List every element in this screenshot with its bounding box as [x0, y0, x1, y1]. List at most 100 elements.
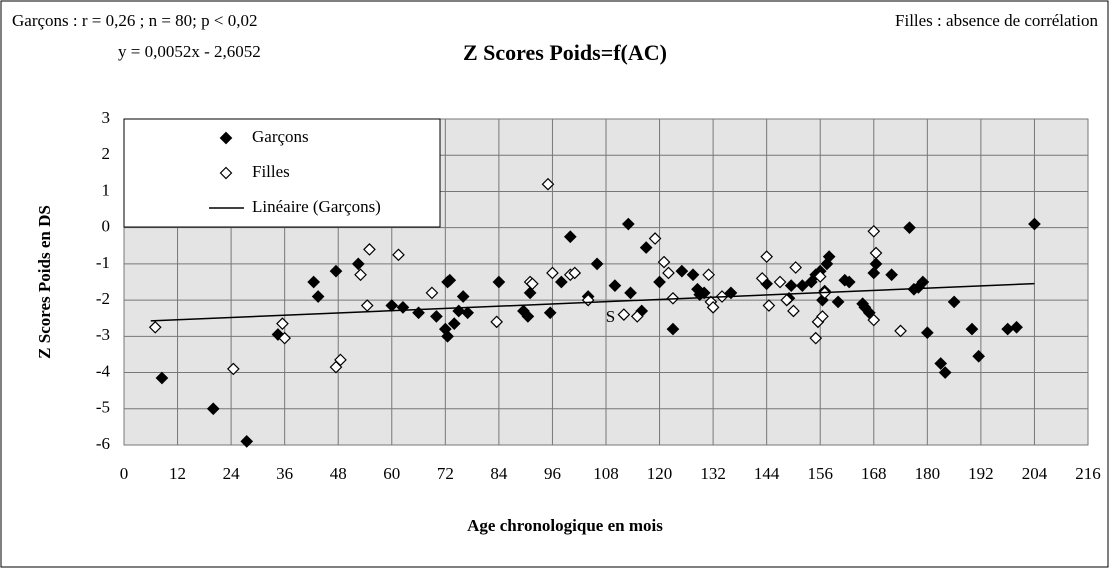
boy-point [920, 326, 934, 340]
y-tick-label: -5 [96, 398, 110, 417]
girl-point [809, 331, 823, 345]
girl-point [630, 310, 644, 323]
x-tick-label: 72 [437, 464, 454, 483]
girl-point [276, 317, 289, 331]
x-tick-label: 216 [1075, 464, 1101, 483]
boy-point [311, 290, 325, 303]
girl-point [617, 308, 631, 321]
boy-point [624, 286, 637, 300]
boy-point [934, 357, 948, 370]
x-tick-label: 0 [120, 464, 129, 483]
boy-point [441, 329, 454, 343]
girl-point [278, 331, 292, 345]
girl-point [760, 250, 774, 263]
y-tick-label: 2 [102, 144, 111, 163]
annotation: Filles : absence de corrélation [895, 11, 1098, 30]
legend-swatch [219, 131, 233, 145]
annotation: y = 0,0052x - 2,6052 [118, 42, 261, 61]
x-tick-label: 96 [544, 464, 561, 483]
boy-point [842, 275, 856, 289]
girl-point [354, 268, 367, 282]
boy-point [307, 275, 321, 289]
boy-point [447, 317, 461, 331]
y-tick-label: -1 [96, 253, 110, 272]
boy-point [206, 402, 220, 416]
boy-point [608, 279, 622, 292]
x-tick-label: 132 [700, 464, 726, 483]
girl-point [867, 224, 881, 238]
girl-point [541, 177, 555, 191]
boy-point [831, 295, 845, 309]
y-tick-label: 0 [102, 217, 111, 236]
boy-point [621, 217, 635, 231]
y-tick-label: -6 [96, 434, 110, 453]
girl-point [867, 313, 881, 327]
boy-point [555, 275, 568, 289]
girl-point [755, 272, 769, 285]
trend-line [150, 282, 1035, 322]
girl-point [762, 299, 776, 312]
boy-point [916, 275, 930, 289]
x-tick-label: 84 [490, 464, 508, 483]
legend-label: Filles [252, 162, 290, 181]
boy-point [675, 264, 689, 278]
boy-point [329, 264, 343, 278]
girl-point [363, 243, 376, 256]
boy-point [155, 371, 169, 385]
girl-point [773, 275, 787, 289]
boy-point [885, 268, 898, 282]
boy-point [653, 275, 666, 289]
boy-point [396, 301, 410, 314]
girl-point [869, 246, 883, 260]
boy-point [903, 221, 916, 235]
boy-point [666, 322, 680, 336]
boy-point [351, 257, 365, 271]
girl-point [568, 266, 582, 280]
x-tick-label: 24 [223, 464, 241, 483]
x-tick-label: 144 [754, 464, 780, 483]
x-tick-label: 48 [330, 464, 347, 483]
x-tick-label: 180 [915, 464, 941, 483]
boy-point [492, 275, 506, 289]
legend-label: Garçons [252, 127, 309, 146]
y-tick-label: 3 [102, 108, 111, 127]
girl-point [894, 324, 907, 338]
boy-point [784, 279, 798, 292]
y-tick-label: 1 [102, 180, 111, 199]
y-tick-label: -2 [96, 289, 110, 308]
x-tick-label: 36 [276, 464, 293, 483]
girl-point [425, 286, 439, 300]
boy-point [240, 435, 254, 448]
boy-point [972, 349, 986, 363]
girl-point [787, 304, 800, 318]
girl-point [526, 277, 539, 291]
boy-point [430, 310, 443, 323]
girl-point [662, 266, 675, 280]
legend-swatch [219, 166, 233, 180]
annotation: Garçons : r = 0,26 ; n = 80; p < 0,02 [12, 11, 258, 30]
boy-point [867, 266, 881, 280]
girl-point [490, 315, 504, 329]
y-tick-label: -3 [96, 325, 110, 344]
x-tick-label: 108 [593, 464, 619, 483]
boy-point [816, 293, 829, 307]
girl-point [546, 266, 559, 280]
x-tick-label: 120 [647, 464, 673, 483]
boy-point [686, 268, 700, 282]
girl-point [334, 353, 347, 367]
boy-point [724, 286, 738, 300]
boy-point [965, 322, 979, 336]
boy-point [443, 273, 457, 287]
x-tick-label: 156 [807, 464, 833, 483]
boy-point [461, 306, 474, 320]
boy-point [590, 257, 604, 271]
boy-point [820, 257, 834, 271]
boy-point [563, 230, 577, 244]
boy-point [822, 250, 836, 263]
girl-point [648, 232, 662, 245]
girl-point [780, 293, 794, 307]
girl-point [226, 362, 240, 376]
legend-label: Linéaire (Garçons) [252, 197, 381, 216]
